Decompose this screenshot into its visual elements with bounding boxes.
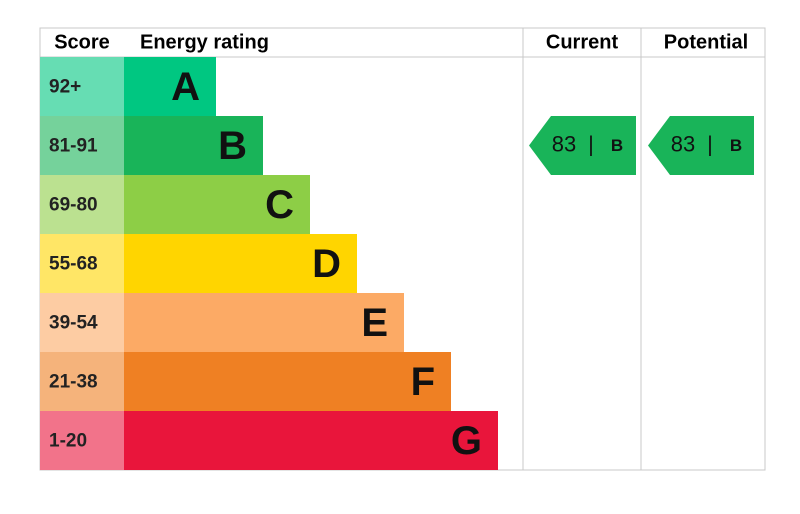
header-potential: Potential — [664, 31, 748, 53]
score-label: 81-91 — [49, 136, 98, 157]
rating-letter: D — [312, 242, 341, 286]
score-cell — [40, 352, 124, 411]
rating-bar — [124, 234, 357, 293]
score-cell — [40, 234, 124, 293]
score-label: 69-80 — [49, 195, 98, 216]
header-score: Score — [54, 31, 110, 53]
score-cell — [40, 293, 124, 352]
rating-bar — [124, 57, 216, 116]
rating-value: 83 — [671, 131, 695, 156]
score-label: 92+ — [49, 77, 81, 98]
rating-letter: E — [361, 301, 388, 345]
rating-separator: | — [588, 131, 594, 156]
rating-separator: | — [707, 131, 713, 156]
score-cell — [40, 411, 124, 470]
rating-letter: B — [218, 124, 247, 168]
score-label: 55-68 — [49, 254, 98, 275]
rating-arrow — [648, 116, 754, 175]
rating-letter-small: B — [611, 136, 623, 155]
rating-bar — [124, 175, 310, 234]
rating-letter: C — [265, 183, 294, 227]
score-label: 21-38 — [49, 372, 98, 393]
rating-arrow — [529, 116, 636, 175]
rating-bar — [124, 411, 498, 470]
rating-bar — [124, 116, 263, 175]
score-cell — [40, 175, 124, 234]
header-energy-rating: Energy rating — [140, 31, 269, 53]
score-label: 1-20 — [49, 431, 87, 452]
rating-bar — [124, 293, 404, 352]
rating-letter-small: B — [730, 136, 742, 155]
rating-letter: F — [411, 360, 435, 404]
rating-letter: A — [171, 65, 200, 109]
rating-value: 83 — [552, 131, 576, 156]
score-label: 39-54 — [49, 313, 98, 334]
rating-letter: G — [451, 419, 482, 463]
score-cell — [40, 116, 124, 175]
header-current: Current — [546, 31, 619, 53]
score-cell — [40, 57, 124, 116]
rating-bar — [124, 352, 451, 411]
